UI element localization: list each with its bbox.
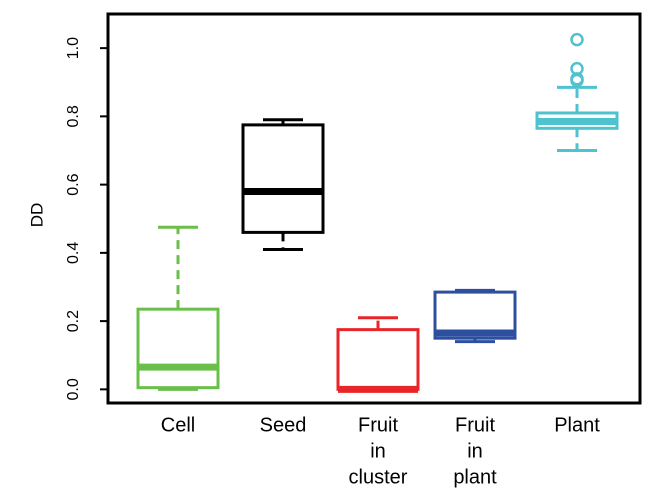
y-tick-label: 0.6 (65, 173, 82, 195)
outlier (570, 61, 584, 76)
x-tick-label: Fruit (358, 414, 398, 436)
plot-frame (106, 12, 642, 405)
x-tick-label: cluster (349, 466, 408, 488)
y-tick-label: 0.4 (65, 242, 82, 264)
y-axis-label: DD (27, 203, 46, 228)
box (241, 123, 325, 234)
y-tick-label: 0.8 (65, 105, 82, 127)
y-tick-label: 1.0 (65, 37, 82, 59)
x-tick-label: Plant (554, 414, 600, 436)
x-tick-label: Seed (260, 414, 307, 436)
outlier (570, 32, 584, 47)
x-tick-label: in (467, 440, 483, 462)
y-tick-label: 0.0 (65, 378, 82, 400)
x-tick-label: Cell (161, 414, 195, 436)
x-tick-label: Fruit (455, 414, 495, 436)
box (136, 307, 220, 390)
box (336, 328, 420, 391)
x-tick-label: in (370, 440, 386, 462)
y-tick-label: 0.2 (65, 310, 82, 332)
x-tick-label: plant (453, 466, 497, 488)
